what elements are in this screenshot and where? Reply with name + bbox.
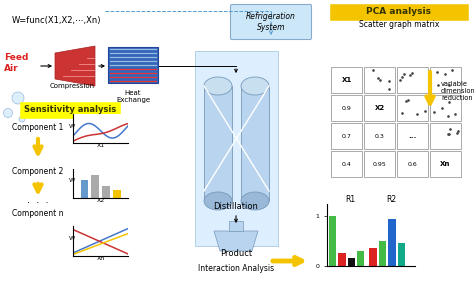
Bar: [108, 47, 158, 83]
Text: Component 1: Component 1: [12, 123, 64, 132]
Bar: [331, 123, 362, 149]
Bar: [241, 86, 269, 201]
Bar: [364, 151, 395, 177]
Bar: [430, 67, 461, 93]
Text: Feed
Air: Feed Air: [4, 53, 28, 73]
Text: 0.4: 0.4: [342, 162, 351, 167]
Bar: [369, 248, 377, 266]
Bar: [329, 216, 336, 266]
Bar: [195, 51, 278, 246]
Bar: [388, 219, 395, 266]
Bar: [357, 251, 365, 266]
Text: Distillation: Distillation: [214, 202, 258, 211]
Text: ...: ...: [409, 133, 417, 139]
Bar: [430, 95, 461, 121]
Text: 0.6: 0.6: [408, 162, 418, 167]
Ellipse shape: [241, 77, 269, 95]
Text: R2: R2: [386, 195, 396, 204]
Bar: [397, 95, 428, 121]
Bar: [397, 151, 428, 177]
Circle shape: [12, 92, 24, 104]
Bar: [397, 67, 428, 93]
Bar: [330, 4, 468, 20]
Text: Sensitivity analysis: Sensitivity analysis: [24, 105, 116, 114]
Text: X2: X2: [374, 105, 384, 111]
Ellipse shape: [204, 192, 232, 210]
Ellipse shape: [241, 192, 269, 210]
Text: 0.95: 0.95: [373, 162, 386, 167]
Text: variable
dimensionality
reduction: variable dimensionality reduction: [441, 81, 474, 101]
Text: PCA analysis: PCA analysis: [366, 8, 431, 17]
Bar: [204, 86, 232, 201]
Text: Refrigeration
System: Refrigeration System: [246, 12, 296, 32]
Bar: [347, 258, 355, 266]
Text: Compression: Compression: [49, 83, 94, 89]
FancyBboxPatch shape: [230, 4, 311, 40]
Polygon shape: [55, 46, 95, 86]
Bar: [229, 221, 243, 231]
Text: Scatter graph matrix: Scatter graph matrix: [359, 20, 439, 29]
Text: ·  ·  ·: · · ·: [27, 198, 49, 208]
X-axis label: X2: X2: [97, 198, 105, 203]
Bar: [364, 67, 395, 93]
X-axis label: Xn: Xn: [97, 256, 105, 261]
Text: Component n: Component n: [12, 210, 64, 219]
Polygon shape: [214, 231, 258, 251]
Bar: [397, 123, 428, 149]
Text: 0.9: 0.9: [342, 105, 351, 110]
Text: Product: Product: [220, 249, 252, 258]
Bar: [430, 123, 461, 149]
Bar: [102, 186, 110, 198]
Bar: [81, 180, 88, 198]
Circle shape: [19, 116, 25, 122]
Circle shape: [3, 108, 12, 117]
Bar: [113, 190, 121, 198]
Y-axis label: W: W: [69, 178, 75, 183]
Text: Xn: Xn: [440, 161, 451, 167]
Bar: [398, 243, 405, 266]
Bar: [331, 151, 362, 177]
Bar: [379, 241, 386, 266]
Bar: [338, 253, 346, 266]
Text: 0.7: 0.7: [342, 133, 351, 139]
Bar: [331, 95, 362, 121]
Y-axis label: W: W: [69, 124, 75, 129]
Text: Interaction Analysis: Interaction Analysis: [198, 264, 274, 273]
Y-axis label: W: W: [69, 236, 75, 241]
Bar: [364, 123, 395, 149]
Text: Component 2: Component 2: [12, 167, 64, 176]
Text: R1: R1: [346, 195, 356, 204]
Text: W=func(X1,X2,⋯,Xn): W=func(X1,X2,⋯,Xn): [12, 16, 101, 25]
Bar: [91, 175, 99, 198]
Bar: [430, 151, 461, 177]
Bar: [20, 102, 120, 118]
Text: X1: X1: [341, 77, 352, 83]
Bar: [331, 67, 362, 93]
X-axis label: X1: X1: [97, 143, 105, 148]
Bar: [364, 95, 395, 121]
Ellipse shape: [204, 77, 232, 95]
Text: 0.3: 0.3: [374, 133, 384, 139]
Text: Heat
Exchange: Heat Exchange: [116, 90, 150, 103]
